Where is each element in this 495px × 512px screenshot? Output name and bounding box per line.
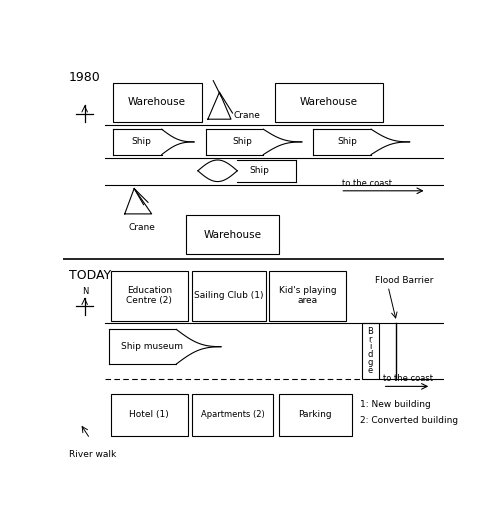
Bar: [186, 216, 279, 254]
Text: to the coast: to the coast: [383, 374, 433, 383]
Text: Ship: Ship: [232, 137, 252, 146]
Bar: [111, 271, 188, 321]
Text: Apartments (2): Apartments (2): [200, 411, 264, 419]
Text: Education
Centre (2): Education Centre (2): [126, 286, 172, 305]
Text: Ship: Ship: [132, 137, 151, 146]
Text: 2: Converted building: 2: Converted building: [359, 416, 458, 424]
Text: Kid's playing
area: Kid's playing area: [279, 286, 337, 305]
Text: Warehouse: Warehouse: [128, 97, 186, 107]
Bar: [279, 394, 352, 436]
Text: Flood Barrier: Flood Barrier: [375, 276, 433, 285]
Text: Warehouse: Warehouse: [203, 230, 261, 240]
Text: Ship: Ship: [337, 137, 357, 146]
Bar: [362, 323, 379, 379]
Text: Ship: Ship: [249, 166, 269, 175]
Bar: [275, 83, 383, 121]
Bar: [193, 271, 266, 321]
Bar: [113, 83, 202, 121]
Bar: [269, 271, 346, 321]
Text: Crane: Crane: [233, 111, 260, 120]
Text: Parking: Parking: [298, 411, 332, 419]
Text: 1: New building: 1: New building: [359, 400, 430, 409]
Bar: [111, 394, 188, 436]
Text: N: N: [82, 287, 89, 296]
Text: B
r
i
d
g
e: B r i d g e: [367, 327, 373, 375]
Text: Crane: Crane: [129, 223, 155, 232]
Text: to the coast: to the coast: [342, 179, 392, 188]
Text: Ship museum: Ship museum: [121, 342, 183, 351]
Text: River walk: River walk: [68, 450, 116, 459]
Bar: [193, 394, 273, 436]
Text: 1980: 1980: [68, 71, 100, 83]
Text: TODAY: TODAY: [68, 269, 110, 282]
Text: Sailing Club (1): Sailing Club (1): [194, 291, 263, 300]
Text: Warehouse: Warehouse: [300, 97, 358, 107]
Text: Hotel (1): Hotel (1): [130, 411, 169, 419]
